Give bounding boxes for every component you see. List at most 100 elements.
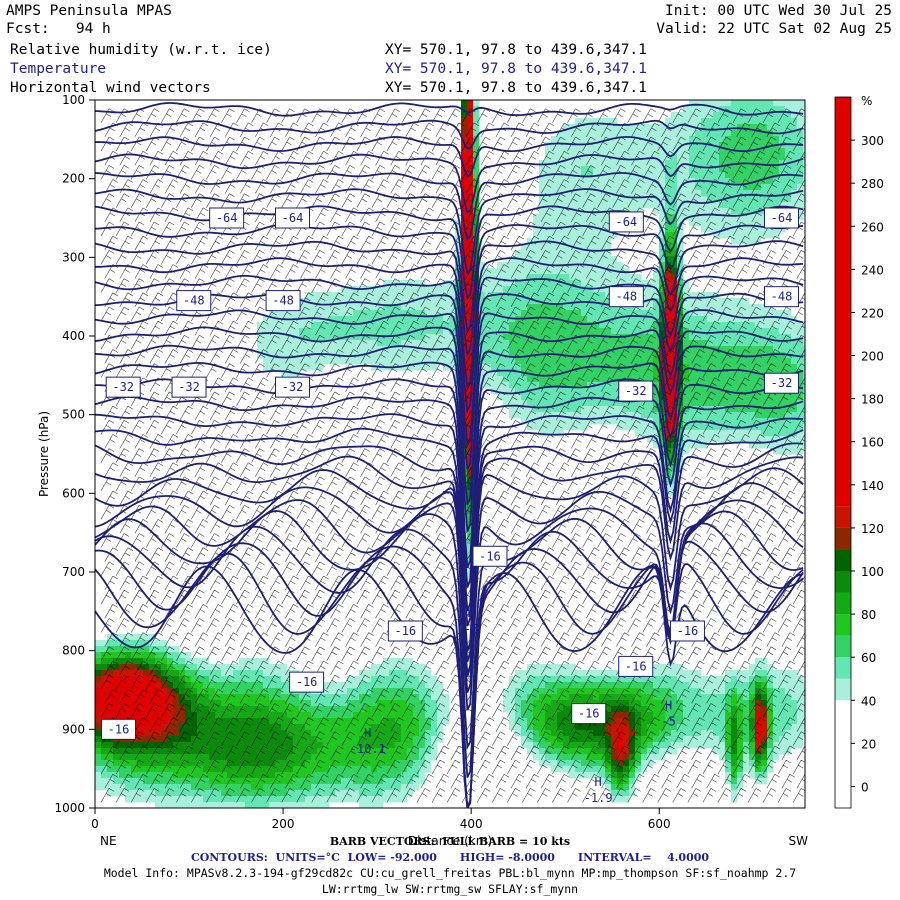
- rh-cell: [701, 724, 708, 731]
- rh-cell: [605, 232, 612, 239]
- rh-cell: [533, 412, 540, 419]
- rh-cell: [341, 754, 348, 761]
- rh-cell: [329, 688, 336, 695]
- rh-cell: [665, 376, 672, 383]
- rh-cell: [749, 430, 756, 437]
- rh-cell: [713, 106, 720, 113]
- rh-cell: [467, 130, 474, 137]
- rh-cell: [527, 238, 534, 245]
- rh-cell: [107, 682, 114, 689]
- rh-cell: [347, 766, 354, 773]
- rh-cell: [695, 442, 702, 449]
- rh-cell: [773, 112, 780, 119]
- rh-cell: [347, 730, 354, 737]
- rh-cell: [581, 682, 588, 689]
- rh-cell: [365, 292, 372, 299]
- rh-cell: [731, 736, 738, 743]
- rh-cell: [95, 724, 102, 731]
- rh-cell: [437, 322, 444, 329]
- rh-cell: [269, 748, 276, 755]
- rh-cell: [695, 436, 702, 443]
- rh-cell: [755, 124, 762, 131]
- rh-cell: [695, 706, 702, 713]
- rh-cell: [761, 748, 768, 755]
- rh-cell: [527, 688, 534, 695]
- rh-cell: [797, 214, 804, 221]
- rh-cell: [521, 418, 528, 425]
- rh-cell: [683, 448, 690, 455]
- rh-cell: [587, 256, 594, 263]
- rh-cell: [257, 724, 264, 731]
- rh-cell: [737, 412, 744, 419]
- rh-cell: [347, 736, 354, 743]
- rh-cell: [761, 682, 768, 689]
- rh-cell: [485, 268, 492, 275]
- rh-cell: [665, 268, 672, 275]
- rh-cell: [599, 694, 606, 701]
- rh-cell: [581, 730, 588, 737]
- rh-cell: [389, 700, 396, 707]
- rh-cell: [797, 736, 804, 743]
- rh-cell: [683, 208, 690, 215]
- rh-cell: [437, 736, 444, 743]
- rh-cell: [395, 682, 402, 689]
- rh-cell: [293, 358, 300, 365]
- rh-cell: [437, 694, 444, 701]
- rh-cell: [725, 304, 732, 311]
- rh-cell: [233, 712, 240, 719]
- rh-cell: [551, 208, 558, 215]
- rh-cell: [167, 700, 174, 707]
- rh-cell: [173, 700, 180, 707]
- rh-cell: [371, 700, 378, 707]
- rh-cell: [665, 700, 672, 707]
- rh-cell: [425, 694, 432, 701]
- rh-cell: [137, 742, 144, 749]
- rh-cell: [779, 316, 786, 323]
- rh-cell: [293, 748, 300, 755]
- rh-cell: [713, 700, 720, 707]
- rh-cell: [677, 214, 684, 221]
- rh-cell: [743, 316, 750, 323]
- rh-cell: [113, 658, 120, 665]
- rh-cell: [401, 766, 408, 773]
- rh-cell: [773, 346, 780, 353]
- rh-cell: [149, 646, 156, 653]
- rh-cell: [383, 748, 390, 755]
- rh-cell: [347, 712, 354, 719]
- rh-cell: [767, 316, 774, 323]
- rh-cell: [635, 724, 642, 731]
- rh-cell: [641, 148, 648, 155]
- rh-cell: [671, 190, 678, 197]
- rh-cell: [335, 340, 342, 347]
- rh-cell: [161, 748, 168, 755]
- rh-cell: [797, 682, 804, 689]
- rh-cell: [773, 730, 780, 737]
- rh-cell: [317, 358, 324, 365]
- rh-cell: [413, 736, 420, 743]
- rh-cell: [743, 406, 750, 413]
- rh-cell: [593, 742, 600, 749]
- rh-cell: [797, 322, 804, 329]
- rh-cell: [689, 118, 696, 125]
- rh-cell: [605, 340, 612, 347]
- rh-cell: [587, 400, 594, 407]
- rh-cell: [95, 712, 102, 719]
- rh-cell: [743, 682, 750, 689]
- rh-cell: [797, 688, 804, 695]
- rh-cell: [725, 130, 732, 137]
- rh-cell: [257, 766, 264, 773]
- rh-cell: [641, 760, 648, 767]
- rh-cell: [665, 316, 672, 323]
- rh-cell: [251, 760, 258, 767]
- rh-cell: [155, 748, 162, 755]
- rh-cell: [797, 190, 804, 197]
- rh-cell: [539, 700, 546, 707]
- rh-cell: [647, 148, 654, 155]
- rh-cell: [275, 364, 282, 371]
- rh-cell: [737, 226, 744, 233]
- rh-cell: [773, 310, 780, 317]
- rh-cell: [95, 766, 102, 773]
- rh-cell: [383, 298, 390, 305]
- rh-cell: [743, 730, 750, 737]
- rh-cell: [623, 370, 630, 377]
